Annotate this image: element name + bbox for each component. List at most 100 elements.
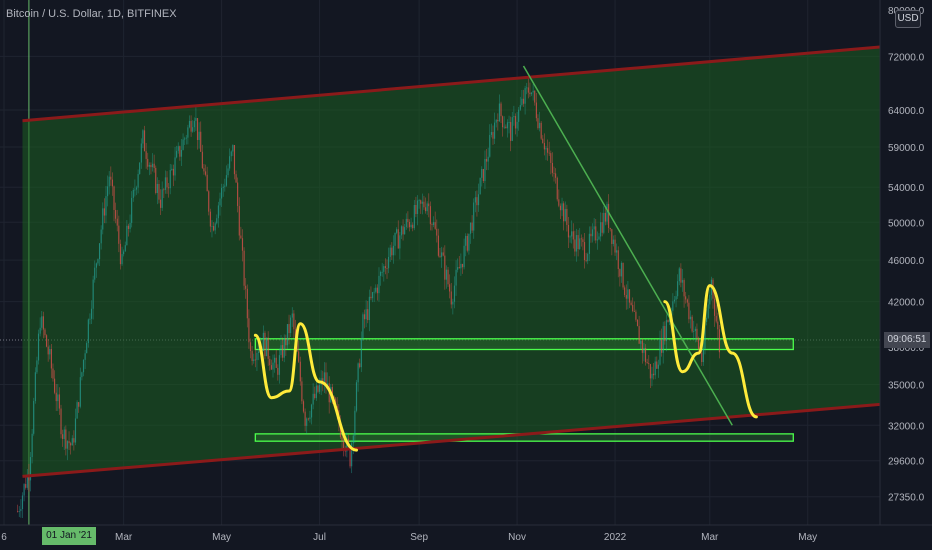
candle-body (293, 313, 295, 330)
candles-group (17, 78, 721, 518)
candle-body (208, 191, 210, 212)
candle-body (421, 201, 423, 204)
candle-body (282, 345, 284, 358)
candle-body (619, 269, 621, 277)
candle-body (481, 169, 483, 178)
candle-body (166, 177, 168, 188)
candle-body (630, 302, 632, 305)
candle-body (654, 361, 656, 376)
candle-body (129, 222, 131, 229)
candle-body (245, 285, 247, 289)
candle-body (423, 201, 425, 208)
candle-body (184, 138, 186, 140)
candle-body (339, 423, 342, 438)
candle-body (471, 222, 473, 231)
candle-body (357, 363, 359, 383)
candle-body (572, 231, 574, 240)
y-tick-label: 72000.0 (888, 52, 925, 63)
x-tick-label: Jul (313, 532, 326, 543)
candle-body (466, 235, 468, 251)
candle-body (709, 294, 711, 305)
candle-body (468, 233, 470, 251)
candle-body (209, 211, 211, 227)
candle-body (437, 235, 439, 256)
candle-body (675, 296, 677, 300)
candle-body (92, 279, 94, 309)
candle-body (310, 404, 313, 418)
candle-body (264, 332, 266, 357)
candle-body (304, 411, 306, 426)
candle-body (216, 218, 218, 224)
candle-body (665, 320, 668, 342)
candle-body (516, 121, 518, 129)
candle-body (352, 435, 354, 444)
candle-body (685, 296, 687, 300)
candle-body (490, 132, 492, 135)
candle-body (241, 238, 244, 251)
candle-body (595, 226, 597, 241)
candle-body (550, 153, 552, 163)
candle-body (251, 351, 253, 362)
candle-body (365, 309, 367, 320)
candle-body (373, 291, 375, 293)
candle-body (176, 150, 178, 158)
candle-body (98, 243, 101, 260)
candle-body (201, 151, 203, 169)
time-axis[interactable]: 6 Mar May Jul Sep Nov 2022 Mar May (1, 532, 817, 543)
candle-body (86, 343, 88, 354)
candle-body (31, 433, 33, 458)
candle-body (625, 294, 627, 299)
candle-body (33, 401, 35, 434)
candle-body (60, 408, 62, 435)
candle-body (718, 329, 721, 353)
channel-fill (22, 46, 881, 477)
candle-body (611, 229, 613, 244)
candle-body (506, 122, 509, 129)
candle-body (18, 511, 20, 512)
x-tick-label: Mar (115, 532, 133, 543)
candle-body (81, 372, 83, 378)
candle-body (123, 251, 125, 255)
candle-body (158, 183, 160, 200)
candle-body (219, 198, 221, 206)
candle-body (404, 227, 406, 235)
candle-body (646, 362, 648, 364)
currency-button[interactable]: USD (895, 10, 921, 28)
candle-body (579, 238, 581, 250)
candle-body (270, 365, 272, 370)
candle-body (232, 145, 234, 152)
candle-body (609, 227, 611, 230)
candle-body (518, 109, 520, 122)
candle-body (640, 340, 642, 344)
candle-body (135, 187, 138, 190)
candle-body (649, 364, 651, 379)
candle-body (426, 203, 428, 212)
candle-body (591, 229, 594, 237)
candle-body (211, 226, 213, 227)
candle-body (601, 222, 603, 233)
candle-body (608, 203, 610, 228)
candle-body (39, 327, 41, 334)
candle-body (222, 186, 224, 188)
candle-body (221, 187, 223, 199)
candle-body (473, 202, 475, 231)
crosshair-date-label: 01 Jan '21 (42, 527, 96, 545)
channel-upper-line (22, 45, 881, 123)
candle-body (151, 163, 154, 168)
candle-body (558, 199, 560, 206)
candle-body (522, 98, 525, 104)
candle-body (94, 267, 96, 280)
candle-body (445, 269, 448, 280)
candle-body (465, 235, 467, 246)
candle-body (538, 122, 541, 129)
candle-body (429, 206, 431, 225)
candle-body (272, 362, 274, 370)
candle-body (225, 175, 228, 186)
candle-body (529, 92, 531, 95)
candle-body (484, 158, 486, 182)
candle-body (704, 321, 706, 349)
candle-body (275, 357, 277, 368)
candle-body (29, 457, 32, 481)
candle-body (511, 117, 513, 141)
